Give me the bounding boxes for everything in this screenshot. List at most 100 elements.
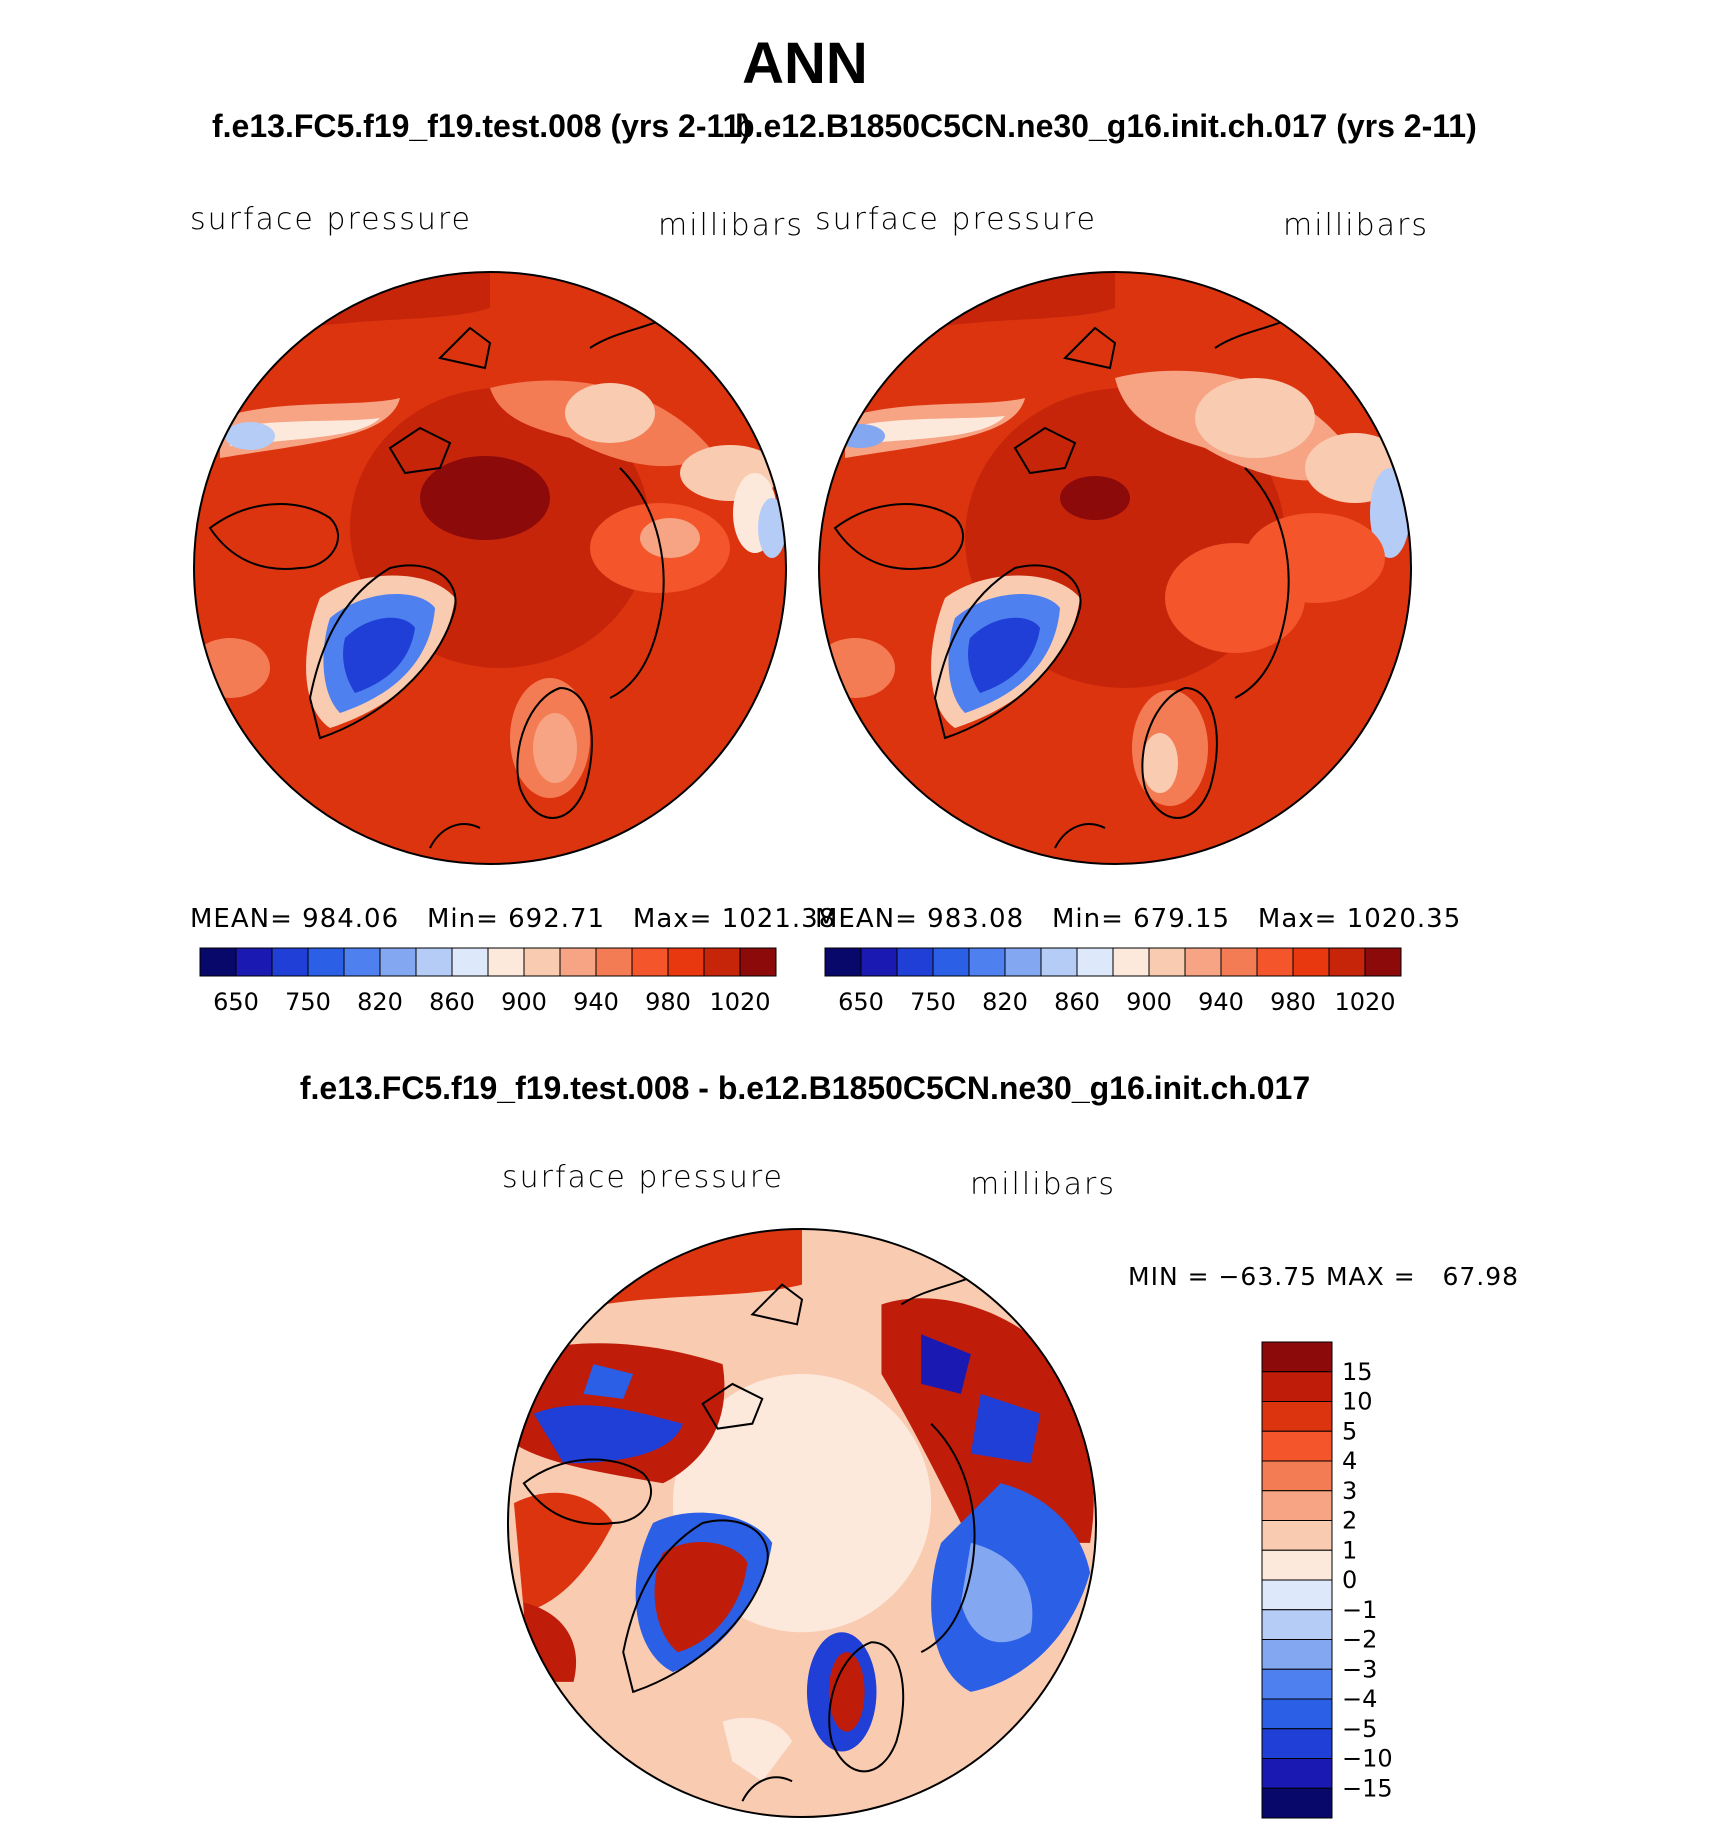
- panel-2-colorbar-tick-label: 750: [910, 988, 956, 1016]
- panel-1-colorbar-tick-label: 820: [357, 988, 403, 1016]
- panel-1-colorbar-tick-label: 860: [429, 988, 475, 1016]
- panel-1-colorbar-swatch: [271, 947, 309, 977]
- panel-1-colorbar-swatch: [523, 947, 561, 977]
- panel-1-colorbar-swatch: [379, 947, 417, 977]
- panel-1-mean-value: 984.06: [302, 904, 400, 934]
- difference-colorbar-swatch: [1261, 1371, 1333, 1402]
- panel-1-colorbar-swatch: [487, 947, 525, 977]
- difference-level-label: −2: [1342, 1626, 1377, 1654]
- panel-1-mean-label: MEAN=: [190, 904, 293, 934]
- panel-2-colorbar-tick-label: 860: [1054, 988, 1100, 1016]
- figure-title: ANN: [742, 31, 868, 96]
- panel-2-min-value: 679.15: [1133, 904, 1231, 934]
- panel-1-stats: MEAN= 984.06 Min= 692.71 Max= 1021.38: [190, 904, 836, 934]
- panel-2-colorbar-tick-label: 980: [1270, 988, 1316, 1016]
- difference-level-label: 15: [1342, 1358, 1373, 1386]
- panel-1-colorbar-swatch: [415, 947, 453, 977]
- panel-1-colorbar-swatch: [739, 947, 777, 977]
- panel-2-units-label: millibars: [1283, 208, 1429, 243]
- difference-level-label: −10: [1342, 1745, 1393, 1773]
- difference-colorbar-swatch: [1261, 1341, 1333, 1373]
- panel-1-colorbar-swatch: [559, 947, 597, 977]
- panel-1-max-label: Max=: [632, 904, 713, 934]
- difference-colorbar-swatch: [1261, 1698, 1333, 1730]
- panel-2-colorbar: 650 750 820 860 900 940 980 1020: [824, 947, 1402, 1016]
- difference-level-label: −1: [1342, 1596, 1377, 1624]
- difference-level-label: 4: [1342, 1447, 1357, 1475]
- panel-2-colorbar-swatch: [1184, 947, 1222, 977]
- difference-polar-map: [506, 1227, 1098, 1819]
- panel-2-colorbar-swatch: [1076, 947, 1114, 977]
- panel-1-colorbar-swatch: [595, 947, 633, 977]
- panel-2-mean-value: 983.08: [927, 904, 1025, 934]
- difference-colorbar-swatch: [1261, 1401, 1333, 1432]
- difference-level-label: −4: [1342, 1685, 1377, 1713]
- difference-colorbar-swatch: [1261, 1758, 1333, 1789]
- panel-2-colorbar-swatch: [1040, 947, 1078, 977]
- difference-colorbar-swatch: [1261, 1787, 1333, 1819]
- difference-colorbar-swatch: [1261, 1609, 1333, 1640]
- panel-2-colorbar-tick-label: 820: [982, 988, 1028, 1016]
- panel-2-colorbar-tick-label: 940: [1198, 988, 1244, 1016]
- panel-2-polar-map: [818, 271, 1412, 865]
- panel-1-colorbar-tick-label: 1020: [709, 988, 770, 1016]
- panel-1-colorbar-swatch: [451, 947, 489, 977]
- panel-2-colorbar-swatch: [1364, 947, 1402, 977]
- panel-1-colorbar-tick-label: 940: [573, 988, 619, 1016]
- panel-2-colorbar-swatch: [1328, 947, 1366, 977]
- difference-colorbar-swatch: [1261, 1430, 1333, 1462]
- panel-2-max-label: Max=: [1257, 904, 1338, 934]
- panel-2-colorbar-tick-label: 1020: [1334, 988, 1395, 1016]
- panel-2-colorbar-swatch: [1220, 947, 1258, 977]
- panel-1-units-label: millibars: [658, 208, 804, 243]
- panel-2-colorbar-swatch: [1292, 947, 1330, 977]
- difference-level-label: −5: [1342, 1715, 1377, 1743]
- difference-title: f.e13.FC5.f19_f19.test.008 - b.e12.B1850…: [299, 1070, 1311, 1106]
- difference-level-label: 1: [1342, 1536, 1357, 1564]
- panel-1-polar-map: [193, 271, 787, 865]
- difference-range: MIN = −63.75 MAX = 67.98: [1128, 1262, 1520, 1291]
- panel-2-colorbar-tick-label: 900: [1126, 988, 1172, 1016]
- difference-colorbar-swatch: [1261, 1549, 1333, 1581]
- panel-1-max-value: 1021.38: [721, 904, 837, 934]
- difference-level-label: −3: [1342, 1655, 1377, 1683]
- panel-1-colorbar-tick-label: 900: [501, 988, 547, 1016]
- difference-level-label: −15: [1342, 1774, 1393, 1802]
- difference-colorbar-swatch: [1261, 1520, 1333, 1551]
- difference-level-label: 3: [1342, 1477, 1357, 1505]
- panel-1-colorbar-swatch: [631, 947, 669, 977]
- difference-colorbar-swatch: [1261, 1490, 1333, 1521]
- difference-colorbar-swatch: [1261, 1460, 1333, 1492]
- difference-colorbar-swatch: [1261, 1668, 1333, 1700]
- difference-level-label: 2: [1342, 1507, 1357, 1535]
- panel-1-colorbar-swatch: [343, 947, 381, 977]
- panel-2-colorbar-swatch: [1112, 947, 1150, 977]
- difference-colorbar-swatch: [1261, 1728, 1333, 1759]
- panel-2-colorbar-swatch: [968, 947, 1006, 977]
- difference-colorbar-swatch: [1261, 1639, 1333, 1670]
- panel-2-variable-label: surface pressure: [815, 202, 1097, 237]
- panel-2-colorbar-swatch: [824, 947, 862, 977]
- panel-2-colorbar-swatch: [896, 947, 934, 977]
- difference-level-label: 5: [1342, 1417, 1357, 1445]
- panel-1-case-title: f.e13.FC5.f19_f19.test.008 (yrs 2-11): [212, 108, 751, 144]
- difference-level-label: 0: [1342, 1566, 1357, 1594]
- panel-2-colorbar-tick-label: 650: [838, 988, 884, 1016]
- panel-1-variable-label: surface pressure: [190, 202, 472, 237]
- panel-2-min-label: Min=: [1051, 904, 1124, 934]
- panel-1-colorbar-swatch: [307, 947, 345, 977]
- panel-2-colorbar-swatch: [1148, 947, 1186, 977]
- panel-2-max-value: 1020.35: [1346, 904, 1462, 934]
- panel-1-colorbar-swatch: [667, 947, 705, 977]
- difference-level-label: 10: [1342, 1388, 1373, 1416]
- panel-1-colorbar-tick-label: 650: [213, 988, 259, 1016]
- panel-2-colorbar-swatch: [860, 947, 898, 977]
- panel-1-colorbar: 650 750 820 860 900 940 980 1020: [199, 947, 777, 1016]
- panel-1-colorbar-swatch: [703, 947, 741, 977]
- difference-units-label: millibars: [970, 1167, 1116, 1202]
- panel-1-min-label: Min=: [426, 904, 499, 934]
- panel-2-colorbar-swatch: [1256, 947, 1294, 977]
- panel-1-colorbar-swatch: [235, 947, 273, 977]
- panel-1-colorbar-swatch: [199, 947, 237, 977]
